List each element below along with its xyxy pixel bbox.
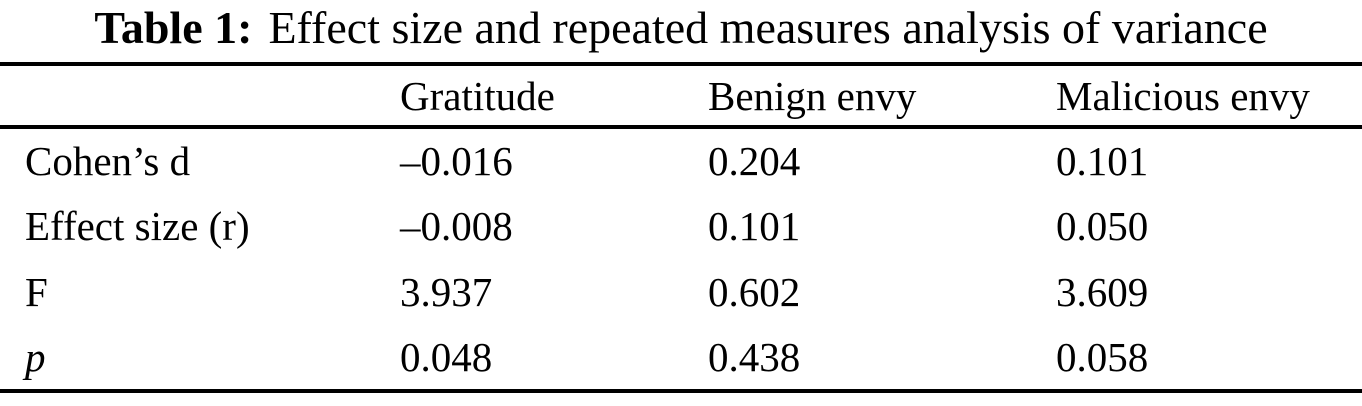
table-row-effect-size-r: Effect size (r) –0.008 0.101 0.050: [0, 193, 1362, 259]
column-header-benign-envy: Benign envy: [708, 64, 1056, 129]
header-row: Gratitude Benign envy Malicious envy: [0, 64, 1362, 129]
cell-value: 0.438: [708, 334, 801, 380]
cell-value: –0.016: [400, 138, 513, 184]
table-row-p: p 0.048 0.438 0.058: [0, 325, 1362, 391]
column-header-gratitude: Gratitude: [400, 64, 708, 129]
cell-value: 0.058: [1056, 334, 1149, 380]
cell-value: 3.937: [400, 269, 493, 315]
cell-value: 3.609: [1056, 269, 1149, 315]
table-caption-label: Table 1:: [94, 2, 253, 53]
table-caption-text: Effect size and repeated measures analys…: [268, 2, 1268, 53]
row-label: p: [25, 334, 46, 380]
row-label: Effect size (r): [25, 203, 250, 249]
cell-value: 0.204: [708, 138, 801, 184]
cell-value: 0.101: [708, 203, 801, 249]
cell-value: 0.101: [1056, 138, 1149, 184]
table-row-cohens-d: Cohen’s d –0.016 0.204 0.101: [0, 127, 1362, 193]
cell-value: 0.048: [400, 334, 493, 380]
column-header-empty: [0, 64, 400, 129]
cell-value: 0.050: [1056, 203, 1149, 249]
row-label: F: [25, 269, 48, 315]
cell-value: –0.008: [400, 203, 513, 249]
table-row-f: F 3.937 0.602 3.609: [0, 259, 1362, 325]
cell-value: 0.602: [708, 269, 801, 315]
table-caption: Table 1: Effect size and repeated measur…: [0, 0, 1362, 62]
row-label: Cohen’s d: [25, 138, 191, 184]
results-table: Gratitude Benign envy Malicious envy Coh…: [0, 62, 1362, 393]
column-header-malicious-envy: Malicious envy: [1056, 64, 1362, 129]
